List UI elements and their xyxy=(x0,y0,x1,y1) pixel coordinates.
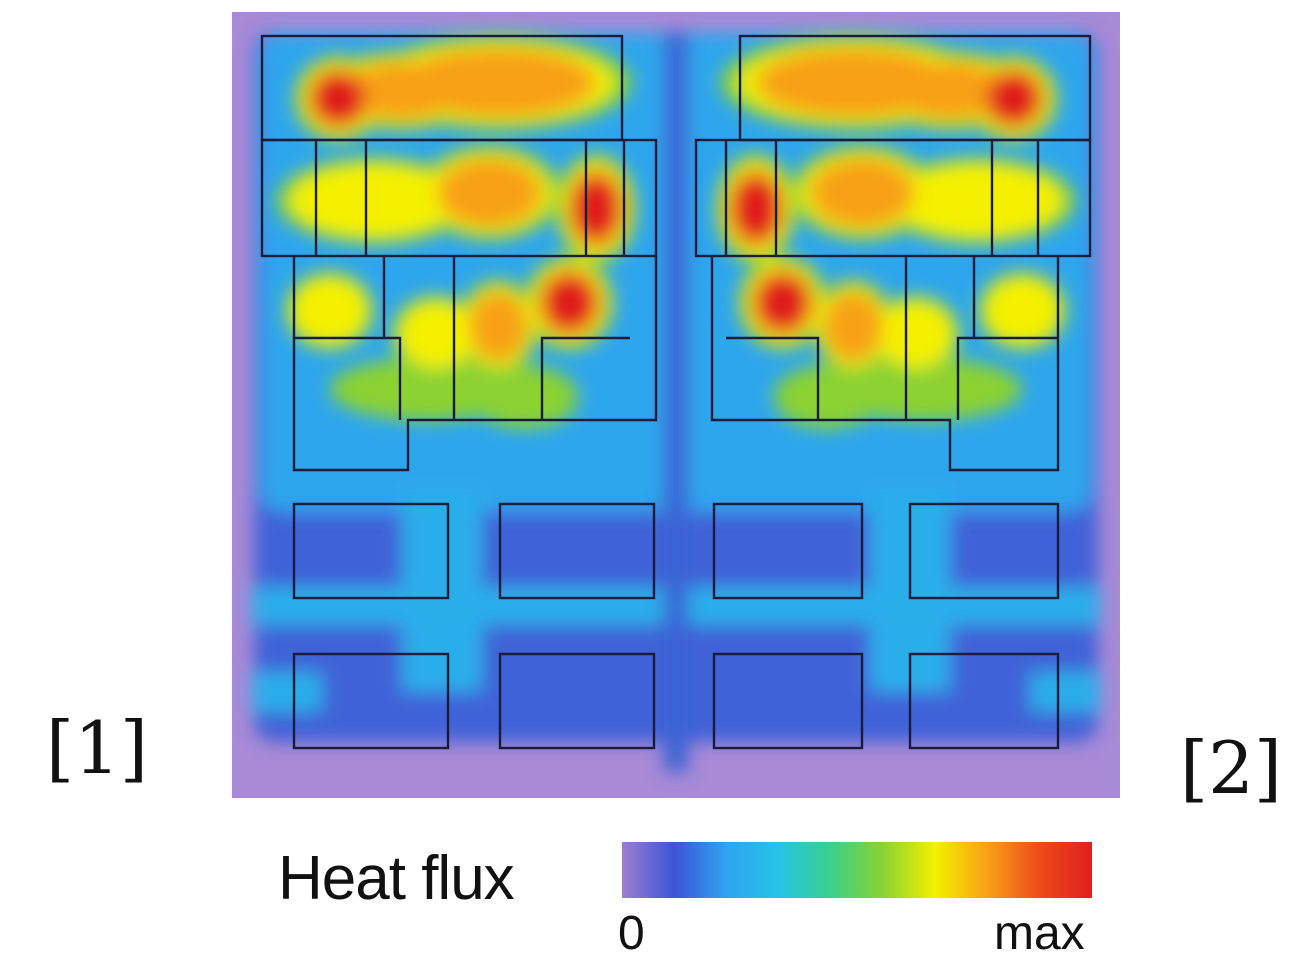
outline-box xyxy=(712,652,864,750)
heat-hotspot xyxy=(893,163,1063,239)
outline-box xyxy=(908,502,1060,600)
heat-flux-map xyxy=(232,12,1120,798)
outline-box xyxy=(712,502,864,600)
outline-box xyxy=(292,652,450,750)
heat-hotspot xyxy=(756,274,809,331)
heat-hotspot xyxy=(983,276,1061,345)
center-seam xyxy=(664,32,688,772)
cyan-band-left xyxy=(252,672,322,712)
heat-hotspot xyxy=(291,276,369,345)
colorbar xyxy=(622,842,1092,898)
heat-hotspot xyxy=(810,158,915,228)
outline-box xyxy=(956,336,1058,420)
outline-box xyxy=(908,652,1060,750)
heat-hotspot xyxy=(543,274,596,331)
heat-hotspot xyxy=(437,158,542,228)
legend-title: Heat flux xyxy=(278,844,515,913)
heat-hotspot xyxy=(469,291,528,361)
heatmap-svg xyxy=(232,12,1120,798)
outline-box xyxy=(294,336,402,420)
cyan-column-left xyxy=(402,492,482,692)
heat-hotspot xyxy=(773,365,881,429)
panel-label-1: [1] xyxy=(46,706,148,790)
outline-box xyxy=(498,652,656,750)
outline-box xyxy=(292,256,658,472)
heat-hotspot xyxy=(289,163,459,239)
outline-layer xyxy=(260,34,1092,750)
outline-box xyxy=(540,336,630,420)
colorbar-min-label: 0 xyxy=(618,907,645,960)
panel-label-2: [2] xyxy=(1180,726,1282,810)
cyan-band-right xyxy=(1030,672,1100,712)
hotspot-layer xyxy=(276,35,1076,429)
outline-box xyxy=(292,502,450,600)
outline-box xyxy=(694,138,1092,258)
colorbar-gradient xyxy=(622,842,1092,898)
outline-box xyxy=(710,256,1060,472)
colorbar-max-label: max xyxy=(994,907,1085,960)
outline-box xyxy=(726,336,820,420)
heat-hotspot xyxy=(397,300,475,369)
heat-hotspot xyxy=(312,72,365,125)
outline-box xyxy=(498,502,656,600)
heat-hotspot xyxy=(471,365,579,429)
heat-hotspot xyxy=(987,72,1040,125)
outline-box xyxy=(260,138,658,258)
heat-hotspot xyxy=(732,175,780,242)
heat-hotspot xyxy=(572,175,620,242)
heat-hotspot xyxy=(877,300,955,369)
heat-hotspot xyxy=(756,48,951,118)
heat-hotspot xyxy=(401,48,596,118)
heat-hotspot xyxy=(824,291,883,361)
